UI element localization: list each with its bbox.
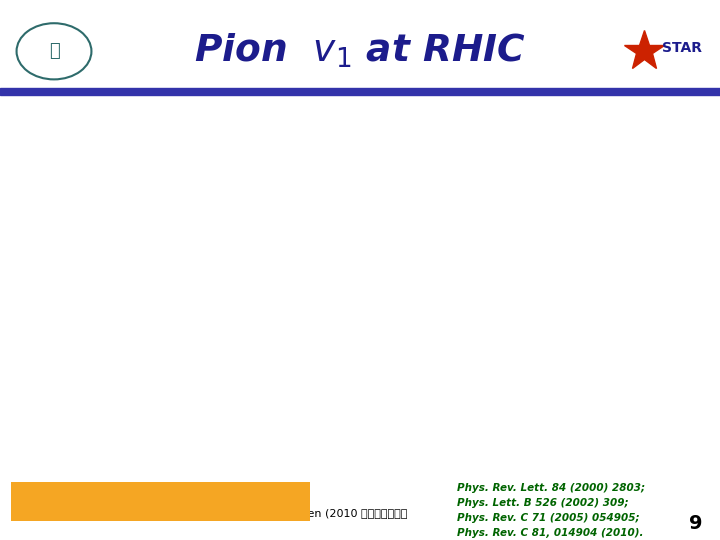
Point (454, 285, 466, 294)
Text: Jiayun Chen (2010 高能物理年会）: Jiayun Chen (2010 高能物理年会） (256, 509, 408, 519)
Point (537, 288, 549, 296)
Point (592, 288, 603, 296)
Point (399, 281, 410, 290)
Point (510, 288, 521, 296)
Point (444, 295, 455, 304)
Point (432, 289, 444, 298)
Legend: STAR, RQMD, QGSM, AMPT, UrQMD: STAR, RQMD, QGSM, AMPT, UrQMD (147, 342, 225, 428)
Point (482, 376, 493, 385)
Point (366, 268, 378, 277)
Point (537, 353, 549, 361)
Point (179, 274, 190, 283)
Point (454, 286, 466, 295)
Point (454, 285, 466, 294)
X-axis label: y (η): y (η) (382, 460, 428, 479)
Point (344, 279, 356, 288)
Text: Phys. Rev. Lett. 84 (2000) 2803;
Phys. Lett. B 526 (2002) 309;
Phys. Rev. C 71 (: Phys. Rev. Lett. 84 (2000) 2803; Phys. L… (457, 483, 645, 538)
Point (289, 269, 300, 278)
Point (261, 273, 273, 281)
Point (289, 278, 300, 286)
Point (482, 286, 493, 295)
Point (564, 286, 576, 295)
Point (344, 256, 356, 265)
Text: Au+Au 200GeV charged π: Au+Au 200GeV charged π (163, 123, 337, 136)
Point (454, 286, 466, 295)
Point (355, 269, 366, 278)
Point (399, 272, 410, 280)
Point (564, 284, 576, 292)
Point (317, 272, 328, 280)
Point (510, 392, 521, 400)
Point (427, 284, 438, 292)
Point (234, 272, 246, 280)
Point (234, 276, 246, 285)
Bar (0, 88, 720, 94)
Point (454, 359, 466, 367)
Point (444, 346, 455, 355)
Point (548, 364, 559, 373)
Point (261, 279, 273, 288)
Point (510, 289, 521, 298)
Point (410, 278, 422, 286)
Circle shape (17, 23, 91, 79)
Point (482, 286, 493, 295)
Point (427, 281, 438, 290)
Point (427, 285, 438, 294)
Text: Pion  $v_1$ at RHIC: Pion $v_1$ at RHIC (194, 32, 526, 70)
Point (399, 281, 410, 290)
Point (289, 191, 300, 199)
Point (234, 166, 246, 175)
Point (636, 137, 648, 145)
Point (421, 281, 433, 290)
Text: STAR: STAR (662, 40, 703, 55)
Point (620, 407, 631, 415)
Point (377, 265, 389, 274)
Point (482, 288, 493, 296)
Point (261, 172, 273, 181)
Y-axis label: v₁(%): v₁(%) (89, 248, 107, 297)
Bar (0, 0, 720, 86)
Text: 9: 9 (688, 514, 702, 534)
Point (207, 256, 218, 265)
Point (498, 392, 510, 400)
Point (151, 148, 163, 157)
Point (179, 269, 190, 278)
Point (317, 208, 328, 217)
Point (399, 279, 410, 288)
Point (344, 272, 356, 280)
Point (510, 288, 521, 296)
Point (537, 285, 549, 294)
Text: So far no models can describe the data: So far no models can describe the data (0, 488, 324, 503)
Point (647, 418, 659, 427)
Point (344, 278, 356, 286)
Point (592, 285, 603, 294)
Point (388, 267, 400, 276)
Point (415, 259, 427, 268)
Point (207, 278, 218, 286)
Point (372, 278, 383, 286)
Point (592, 353, 603, 361)
Point (372, 280, 383, 289)
Point (372, 278, 383, 286)
Point (151, 148, 163, 157)
Point (317, 269, 328, 278)
Point (207, 272, 218, 280)
Text: 美: 美 (49, 42, 59, 60)
Point (317, 275, 328, 284)
Point (620, 286, 631, 295)
